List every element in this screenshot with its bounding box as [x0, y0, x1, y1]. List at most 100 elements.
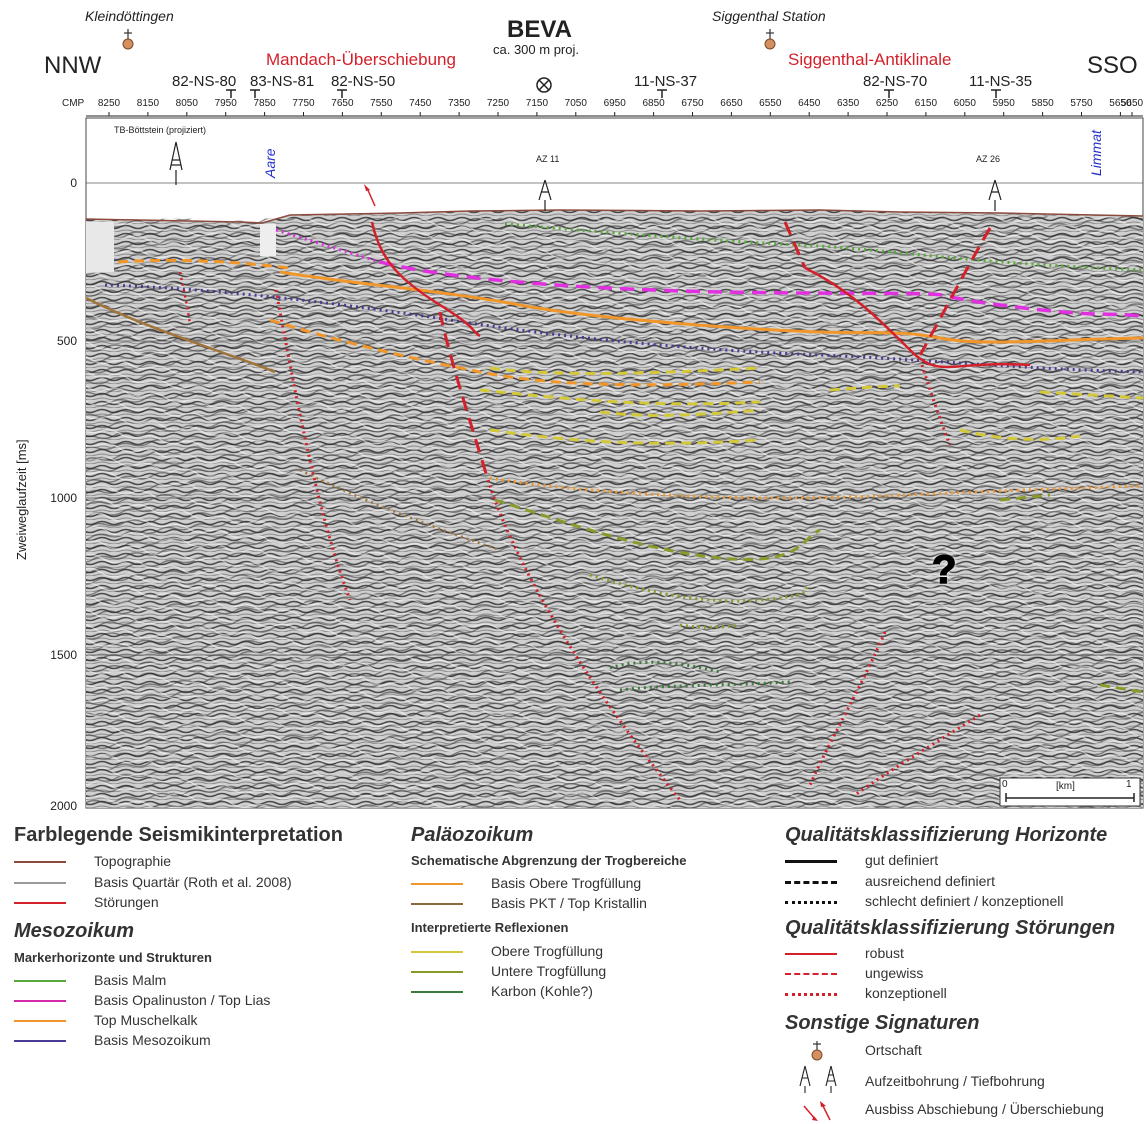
direction-right: SSO: [1087, 52, 1138, 79]
crossing-line: 83-NS-81: [250, 73, 315, 90]
y-tick: 1000: [50, 491, 77, 505]
legend-item: Topographie: [94, 853, 172, 869]
crossing-line: 11-NS-37: [634, 73, 698, 90]
legend-swatch: [411, 903, 463, 905]
village-icon: [764, 29, 776, 50]
village-icon: [122, 29, 134, 50]
cmp-tick-label: 5850: [1031, 98, 1054, 109]
section-subtitle: ca. 300 m proj.: [493, 42, 579, 57]
legend-swatch: [785, 993, 837, 996]
direction-left: NNW: [44, 52, 102, 79]
cmp-axis: 8250 8150 8050 7950 7850 7750 7650 7550 7450 7350…: [0, 98, 1146, 112]
seismic-section: [85, 117, 1144, 809]
well-label: AZ 11: [536, 154, 560, 164]
legend-title: Farblegende Seismikinterpretation: [14, 824, 343, 846]
cmp-tick-marks: [86, 112, 1143, 117]
y-tick: 1500: [50, 648, 77, 662]
y-tick: 500: [56, 334, 77, 348]
cmp-tick-label: 7950: [214, 98, 237, 109]
legend-item: Basis Obere Trogfüllung: [491, 875, 642, 891]
legend-swatch: [411, 951, 463, 953]
village-icon: [811, 1041, 823, 1061]
legend-item: Aufzeitbohrung / Tiefbohrung: [865, 1073, 1045, 1089]
cmp-tick-label: 7350: [447, 98, 471, 109]
section-title: BEVA: [507, 16, 572, 43]
legend-item: Basis Malm: [94, 972, 167, 988]
cmp-tick-label: 6350: [836, 98, 860, 109]
legend-mesozoikum-sub: Markerhorizonte und Strukturen: [14, 950, 212, 965]
legend-palaeozoikum-title: Paläozoikum: [411, 824, 534, 846]
cmp-label: CMP: [62, 98, 85, 109]
legend-item: Störungen: [94, 894, 159, 910]
legend-swatch: [14, 902, 66, 904]
legend-item: Basis Opalinuston / Top Lias: [94, 992, 271, 1008]
legend-item: Karbon (Kohle?): [491, 983, 593, 999]
legend-item: gut definiert: [865, 852, 939, 868]
y-tick: 2000: [50, 799, 77, 813]
well-icon: [988, 179, 1002, 211]
cmp-tick-label: 8250: [97, 98, 121, 109]
legend-item: Untere Trogfüllung: [491, 963, 607, 979]
section-crossing-icon: [536, 77, 552, 93]
legend-item: ausreichend definiert: [865, 873, 995, 889]
crossing-line: 11-NS-35: [969, 73, 1033, 90]
river-label: Aare: [262, 148, 278, 178]
cmp-tick-label: 6050: [953, 98, 976, 109]
legend-swatch: [411, 883, 463, 885]
legend-swatch: [785, 901, 837, 904]
legend-item: schlecht definiert / konzeptionell: [865, 893, 1064, 909]
legend-swatch: [14, 861, 66, 863]
legend-swatch: [14, 882, 66, 884]
place-siggenthal-station: Siggenthal Station: [712, 8, 826, 24]
place-kleindoettingen: Kleindöttingen: [85, 8, 174, 24]
legend-swatch: [785, 973, 837, 975]
cmp-tick-label: 7650: [331, 98, 354, 109]
cmp-tick-label: 5950: [992, 98, 1015, 109]
scale-end: 1: [1126, 779, 1132, 790]
legend-item: Obere Trogfüllung: [491, 943, 604, 959]
legend-item: Basis Quartär (Roth et al. 2008): [94, 874, 292, 890]
cmp-tick-label: 7750: [292, 98, 315, 109]
well-icon: [799, 1065, 837, 1093]
river-label: Limmat: [1088, 130, 1104, 176]
legend-item: robust: [865, 945, 904, 961]
cmp-tick-label: 6950: [603, 98, 626, 109]
cmp-tick-label: 6150: [914, 98, 938, 109]
legend-swatch: [14, 1000, 66, 1002]
crossing-markers: [226, 89, 1001, 98]
legend-horizonte-title: Qualitätsklassifizierung Horizonte: [785, 824, 1108, 846]
cmp-tick-label: 7550: [370, 98, 393, 109]
legend-item: Top Muschelkalk: [94, 1012, 198, 1028]
crossing-line: 82-NS-50: [331, 73, 396, 90]
legend-item: Ausbiss Abschiebung / Überschiebung: [865, 1101, 1104, 1117]
legend-swatch: [14, 1040, 66, 1042]
legend-item: konzeptionell: [865, 985, 947, 1001]
cmp-tick-label: 8050: [175, 98, 198, 109]
deep-well-icon: [169, 141, 183, 185]
fault-outcrop-icon: [803, 1101, 831, 1121]
structure-mandach: Mandach-Überschiebung: [266, 50, 456, 69]
legend-swatch: [411, 991, 463, 993]
cmp-tick-label: 6750: [681, 98, 704, 109]
cmp-tick-label: 8150: [136, 98, 160, 109]
legend-mesozoikum-title: Mesozoikum: [14, 920, 135, 942]
legend-swatch: [14, 980, 66, 982]
cmp-tick-label: 6250: [875, 98, 899, 109]
legend-item: ungewiss: [865, 965, 924, 981]
scale-start: 0: [1002, 779, 1008, 790]
unknown-marker: ?: [931, 547, 957, 593]
legend-reflexionen-sub: Interpretierte Reflexionen: [411, 920, 569, 935]
cmp-tick-label: 7150: [525, 98, 549, 109]
legend-swatch: [14, 1020, 66, 1022]
cmp-tick-label: 6650: [720, 98, 743, 109]
cmp-tick-label: 6850: [642, 98, 665, 109]
cmp-tick-label: 7250: [486, 98, 510, 109]
cmp-tick-label: 7050: [564, 98, 587, 109]
legend-sonstige-title: Sonstige Signaturen: [785, 1012, 980, 1034]
cmp-tick-label: 5650: [1109, 98, 1132, 109]
legend-item: Ortschaft: [865, 1042, 922, 1058]
cmp-tick-label: 5650: [1120, 98, 1144, 109]
well-icon: [538, 179, 552, 211]
well-label: AZ 26: [976, 154, 1001, 164]
crossing-line: 82-NS-70: [863, 73, 928, 90]
